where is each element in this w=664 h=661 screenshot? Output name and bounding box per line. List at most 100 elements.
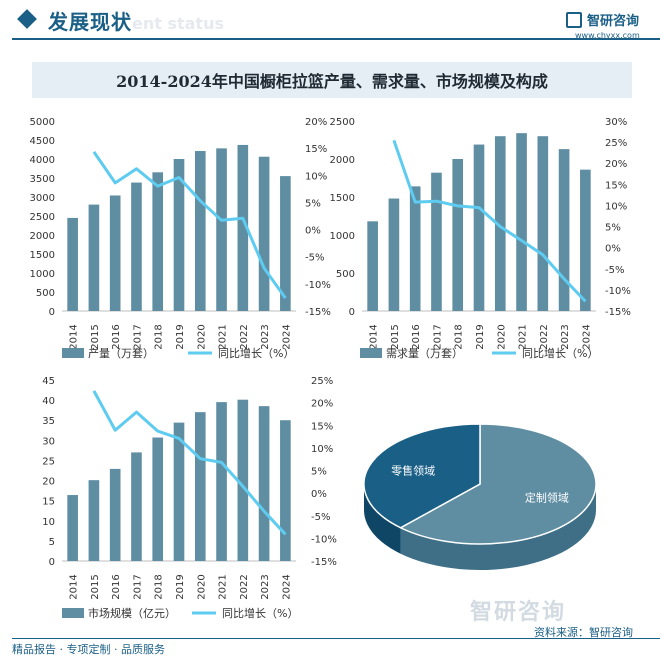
category-label: 2016 [111,324,122,349]
left-tick-label: 0 [49,307,55,318]
growth-line [92,151,287,299]
right-tick-label: 20% [311,399,333,410]
left-tick-label: 1000 [30,269,55,280]
category-label: 2015 [390,324,401,349]
right-tick-label: -10% [305,280,331,291]
category-label: 2019 [475,324,486,349]
bar [388,198,400,311]
brand-url: www.chyxx.com [575,31,640,40]
right-tick-label: 25% [605,138,627,149]
category-label: 2022 [239,324,250,349]
bar [173,422,185,561]
left-tick-label: 0 [349,307,355,318]
legend-bar-label: 产量（万套） [88,346,154,360]
right-tick-label: -5% [605,265,624,276]
bar [473,144,485,311]
category-label: 2021 [518,324,529,349]
left-tick-label: 0 [49,557,55,568]
bar [67,217,78,311]
category-label: 2015 [90,324,101,349]
bar [109,468,121,561]
pie-slice [363,423,481,529]
left-tick-label: 1500 [30,250,55,261]
bar [367,221,378,311]
bar [452,159,464,311]
category-label: 2019 [175,324,186,349]
growth-line [92,390,287,536]
bar [258,156,270,311]
left-tick-label: 500 [36,288,55,299]
bar [258,406,270,561]
bar [431,172,442,311]
category-label: 2024 [281,324,292,349]
left-tick-label: 15 [42,497,55,508]
legend-bar-swatch [62,608,84,618]
left-tick-label: 3500 [30,174,55,185]
right-tick-label: -5% [311,512,330,523]
bar [280,176,291,311]
category-label: 2016 [111,574,122,599]
bar [173,159,185,311]
legend-bar-swatch [62,348,84,358]
header-rule [12,38,660,40]
category-label: 2014 [69,324,80,349]
pie-chart: 定制领域 零售领域 [363,423,597,571]
pie-side [363,484,401,554]
figure-title-banner: 2014-2024年中国橱柜拉篮产量、需求量、市场规模及构成 [32,62,632,98]
bar [131,182,142,311]
bar [237,399,249,561]
bar [409,186,421,311]
bar [194,412,206,561]
left-tick-label: 25 [42,456,55,467]
left-tick-label: 2500 [30,212,55,223]
right-tick-label: 10% [605,201,627,212]
bar [216,402,227,561]
category-label: 2015 [90,574,101,599]
category-label: 2021 [218,574,229,599]
bar [194,151,206,311]
category-label: 2017 [432,324,443,349]
growth-line [392,139,587,303]
bar [280,420,291,561]
page-header: 发展现状 ent status 智研咨询 www.chyxx.com [0,0,664,48]
right-tick-label: 30% [605,117,627,128]
left-tick-label: 30 [42,436,55,447]
bar [216,148,227,311]
right-tick-label: 0% [605,244,621,255]
category-label: 2023 [560,324,571,349]
left-tick-label: 20 [42,477,55,488]
bar [580,169,591,311]
right-tick-label: 5% [605,223,621,234]
right-tick-label: 10% [311,444,333,455]
right-tick-label: -10% [605,286,631,297]
right-tick-label: -5% [305,253,324,264]
right-tick-label: -15% [605,307,631,318]
combo-chart-3: 0 5 10 15 20 25 30 35 40 45 -15% -10% -5% 0% 5% 10% 15% 2… [42,376,337,620]
category-label: 2018 [154,574,165,599]
legend-bar-swatch [360,348,382,358]
category-label: 2017 [132,574,143,599]
category-label: 2020 [196,324,207,349]
category-label: 2019 [175,574,186,599]
pie-slice [398,423,597,545]
category-label: 2020 [496,324,507,349]
footer-tagline: 精品报告 · 专项定制 · 品质服务 [12,643,165,656]
figure-title: 2014-2024年中国橱柜拉篮产量、需求量、市场规模及构成 [116,72,548,91]
category-label: 2018 [154,324,165,349]
bar [67,495,78,561]
category-label: 2016 [411,324,422,349]
right-tick-label: 20% [605,159,627,170]
category-label: 2023 [260,324,271,349]
left-tick-label: 2000 [330,155,355,166]
category-label: 2023 [260,574,271,599]
left-tick-label: 5 [49,537,55,548]
right-tick-label: -15% [305,307,331,318]
right-tick-label: 15% [605,180,627,191]
bar [558,149,570,311]
right-tick-label: -10% [311,534,337,545]
bar [494,136,506,311]
combo-chart-2: 0 500 1000 1500 2000 2500 -15% -10% -5% 0% 5% 10% 15… [330,117,631,360]
right-tick-label: 25% [311,376,333,387]
right-tick-label: -15% [311,557,337,568]
